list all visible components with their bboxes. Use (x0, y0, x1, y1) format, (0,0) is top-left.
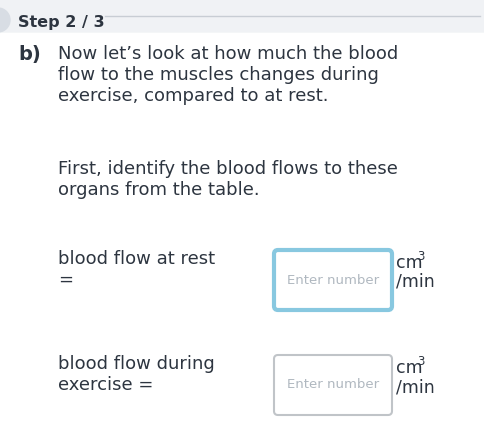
Text: exercise, compared to at rest.: exercise, compared to at rest. (58, 87, 328, 105)
FancyBboxPatch shape (273, 355, 391, 415)
Text: organs from the table.: organs from the table. (58, 181, 259, 199)
Text: First, identify the blood flows to these: First, identify the blood flows to these (58, 160, 397, 178)
Text: Now let’s look at how much the blood: Now let’s look at how much the blood (58, 45, 397, 63)
Text: 3: 3 (416, 355, 424, 368)
Text: /min: /min (395, 378, 434, 396)
Text: cm: cm (395, 359, 422, 377)
Text: /min: /min (395, 273, 434, 291)
Text: =: = (58, 271, 73, 289)
Text: Enter number: Enter number (287, 378, 378, 392)
Circle shape (0, 8, 10, 32)
FancyBboxPatch shape (273, 250, 391, 310)
Text: Step 2 / 3: Step 2 / 3 (18, 15, 105, 30)
Text: 3: 3 (416, 250, 424, 263)
Text: blood flow at rest: blood flow at rest (58, 250, 215, 268)
Text: flow to the muscles changes during: flow to the muscles changes during (58, 66, 378, 84)
Text: b): b) (18, 45, 41, 64)
Text: blood flow during: blood flow during (58, 355, 214, 373)
Text: Enter number: Enter number (287, 274, 378, 287)
Text: exercise =: exercise = (58, 376, 153, 394)
Text: cm: cm (395, 254, 422, 272)
